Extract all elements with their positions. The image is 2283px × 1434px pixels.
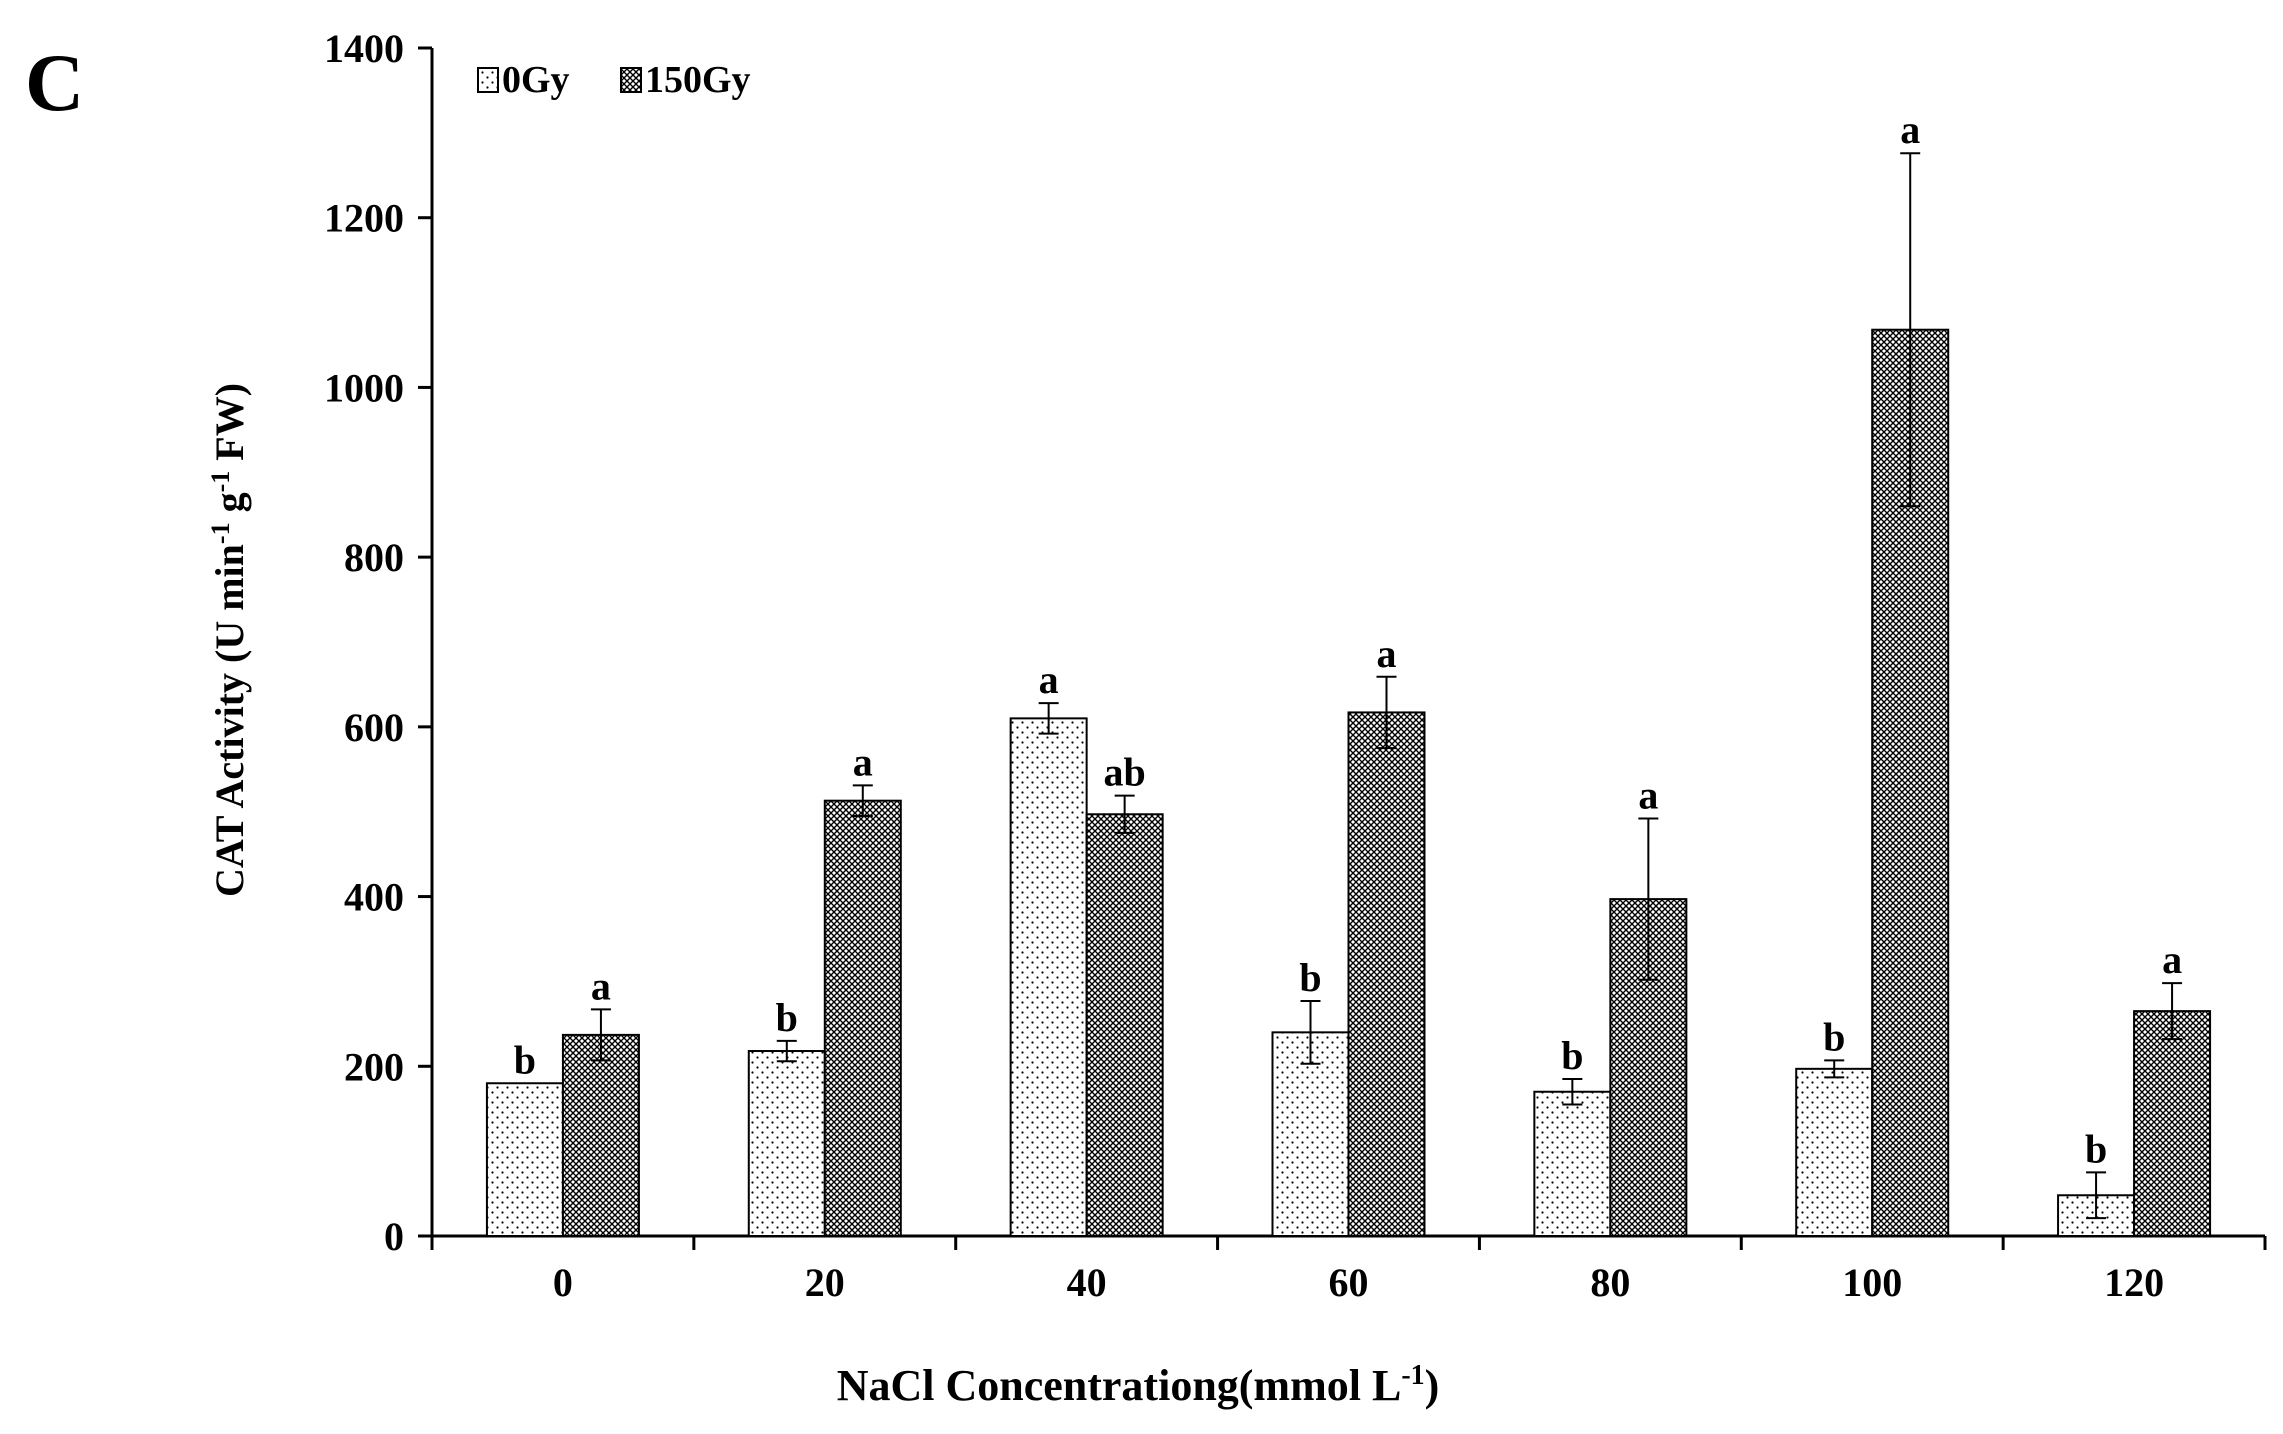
legend-label-150gy: 150Gy: [645, 59, 751, 101]
y-tick-label: 800: [344, 535, 404, 580]
significance-letter: ab: [1104, 750, 1146, 795]
x-axis-title-end: ): [1425, 1361, 1440, 1410]
bar-150gy-40: [1085, 813, 1164, 1237]
significance-letter: a: [1638, 773, 1658, 818]
y-axis-title-part: g: [207, 492, 252, 522]
bar-150gy-0: [561, 1033, 640, 1237]
panel-label: C: [25, 37, 84, 128]
axes: [418, 46, 2267, 1250]
legend-swatch-150gy: [620, 67, 642, 93]
y-tick-label: 600: [344, 705, 404, 750]
significance-letter: a: [1039, 657, 1059, 702]
y-tick-label: 1200: [324, 196, 404, 241]
significance-letter: a: [853, 739, 873, 784]
bar-0gy-100: [1795, 1067, 1874, 1237]
x-tick-label: 60: [1329, 1260, 1369, 1305]
y-tick-label: 400: [344, 875, 404, 920]
bar-0gy-20: [747, 1050, 826, 1238]
x-axis-title: NaCl Concentrationg(mmol L-1): [837, 1360, 1440, 1410]
bar-150gy-60: [1347, 711, 1426, 1237]
significance-letter: b: [776, 995, 798, 1040]
significance-letter: b: [514, 1037, 536, 1082]
x-axis-title-main: NaCl Concentrationg(mmol L: [837, 1361, 1402, 1410]
significance-letter: a: [591, 963, 611, 1008]
x-tick-label: 80: [1590, 1260, 1630, 1305]
x-tick-label: 120: [2104, 1260, 2164, 1305]
bar-0gy-40: [1009, 717, 1088, 1237]
legend: 0Gy 150Gy: [477, 59, 751, 101]
bar-150gy-20: [823, 799, 902, 1237]
significance-letter: a: [1377, 631, 1397, 676]
x-axis-title-sup: -1: [1401, 1360, 1424, 1391]
y-tick-label: 1000: [324, 365, 404, 410]
y-axis-title-sup: -1: [206, 471, 235, 493]
significance-letter: a: [1900, 107, 1920, 152]
x-tick-label: 20: [805, 1260, 845, 1305]
bars: [485, 152, 2212, 1238]
legend-swatch-0gy: [477, 67, 499, 93]
significance-letter: a: [2162, 937, 2182, 982]
bar-0gy-80: [1533, 1090, 1612, 1237]
y-axis-title-sup: -1: [206, 522, 235, 544]
significance-letter: b: [1561, 1033, 1583, 1078]
y-axis-title-part: CAT Activity (U min: [207, 544, 252, 897]
x-tick-label: 40: [1067, 1260, 1107, 1305]
significance-letter: b: [2085, 1126, 2107, 1171]
y-axis-title: CAT Activity (U min-1 g-1 FW): [206, 383, 252, 897]
y-axis-title-part: FW): [207, 383, 252, 471]
x-tick-label: 0: [553, 1260, 573, 1305]
x-tick-label: 100: [1842, 1260, 1902, 1305]
y-tick-label: 0: [384, 1214, 404, 1259]
y-tick-label: 200: [344, 1044, 404, 1089]
bar-0gy-60: [1271, 1031, 1350, 1238]
significance-letter: b: [1299, 955, 1321, 1000]
bar-150gy-80: [1609, 898, 1688, 1237]
bar-150gy-120: [2133, 1010, 2212, 1238]
significance-letter: b: [1823, 1014, 1845, 1059]
labels: 0 200 400 600 800 1000 1200 1400 0 20 40 60 80 100 120…: [324, 26, 2182, 1305]
legend-label-0gy: 0Gy: [502, 59, 570, 101]
bar-0gy-0: [485, 1082, 564, 1238]
y-tick-label: 1400: [324, 26, 404, 71]
